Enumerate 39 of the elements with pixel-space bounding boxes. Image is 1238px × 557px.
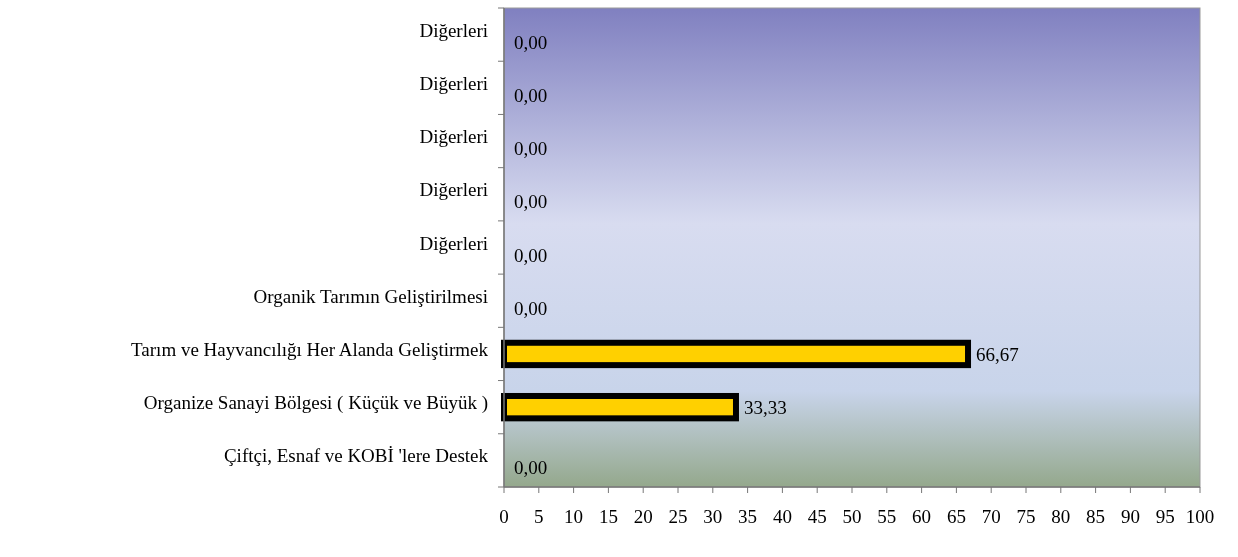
x-tick-label: 65 (946, 506, 966, 527)
x-tick-label: 75 (1016, 506, 1036, 527)
x-tick-label: 25 (668, 506, 688, 527)
y-tick-label: Tarım ve Hayvancılığı Her Alanda Geliştirmek (131, 338, 489, 360)
x-tick-label: 35 (738, 506, 758, 527)
data-label: 0,00 (514, 84, 548, 106)
data-label: 0,00 (514, 244, 548, 266)
data-label: 0,00 (514, 457, 548, 479)
y-tick-label: Diğerleri (419, 19, 488, 41)
x-tick-label: 100 (1185, 506, 1215, 527)
x-tick-label: 95 (1155, 506, 1175, 527)
data-label: 0,00 (514, 297, 548, 319)
x-tick-label: 55 (877, 506, 897, 527)
x-tick-label: 85 (1086, 506, 1106, 527)
x-tick-label: 15 (598, 506, 618, 527)
data-label: 0,00 (514, 191, 548, 213)
y-tick-label: Organize Sanayi Bölgesi ( Küçük ve Büyük ) (143, 392, 488, 415)
x-tick-label: 5 (534, 506, 544, 527)
x-tick-label: 80 (1051, 506, 1071, 527)
x-tick-label: 50 (842, 506, 862, 527)
x-tick-label: 60 (912, 506, 932, 527)
x-tick-label: 40 (772, 506, 792, 527)
x-tick-label: 30 (703, 506, 723, 527)
y-tick-label: Organik Tarımın Geliştirilmesi (253, 285, 488, 307)
x-tick-label: 10 (564, 506, 584, 527)
y-tick-label: Çiftçi, Esnaf ve KOBİ 'lere Destek (223, 445, 489, 467)
x-tick-label: 0 (499, 506, 509, 527)
y-tick-label: Diğerleri (419, 126, 488, 148)
data-label: 33,33 (743, 397, 787, 419)
x-tick-label: 70 (981, 506, 1001, 527)
y-tick-label: Diğerleri (419, 72, 488, 94)
data-label: 0,00 (514, 138, 548, 160)
x-tick-label: 90 (1120, 506, 1140, 527)
x-tick-label: 45 (807, 506, 827, 527)
data-label: 66,67 (976, 343, 1019, 365)
y-tick-label: Diğerleri (419, 232, 488, 254)
y-tick-label: Diğerleri (419, 179, 488, 201)
data-label: 0,00 (514, 31, 548, 53)
x-tick-label: 20 (633, 506, 653, 527)
